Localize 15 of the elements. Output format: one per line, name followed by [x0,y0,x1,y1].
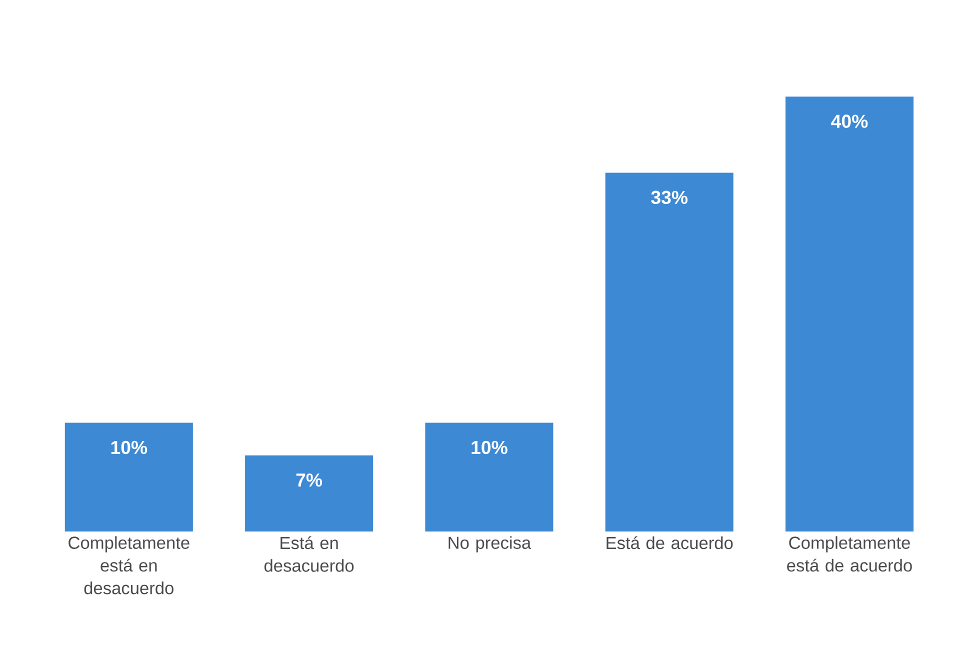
bar [245,456,374,532]
bar [64,423,193,532]
x-tick-label: No precisa [448,536,532,553]
data-label: 10% [111,441,148,454]
bar [785,96,914,532]
x-tick-label: Está en desacuerdo [264,536,354,572]
data-label: 33% [651,190,688,204]
bar [425,423,554,532]
x-tick-label: Está de acuerdo [606,536,733,550]
data-label: 7% [296,474,322,487]
data-label: 10% [472,441,508,454]
x-tick-label: Completamente está de acuerdo [787,536,912,572]
data-label: 40% [831,114,868,128]
bar [605,172,734,532]
x-tick-label: Completamente está en desacuerdo [68,536,190,595]
